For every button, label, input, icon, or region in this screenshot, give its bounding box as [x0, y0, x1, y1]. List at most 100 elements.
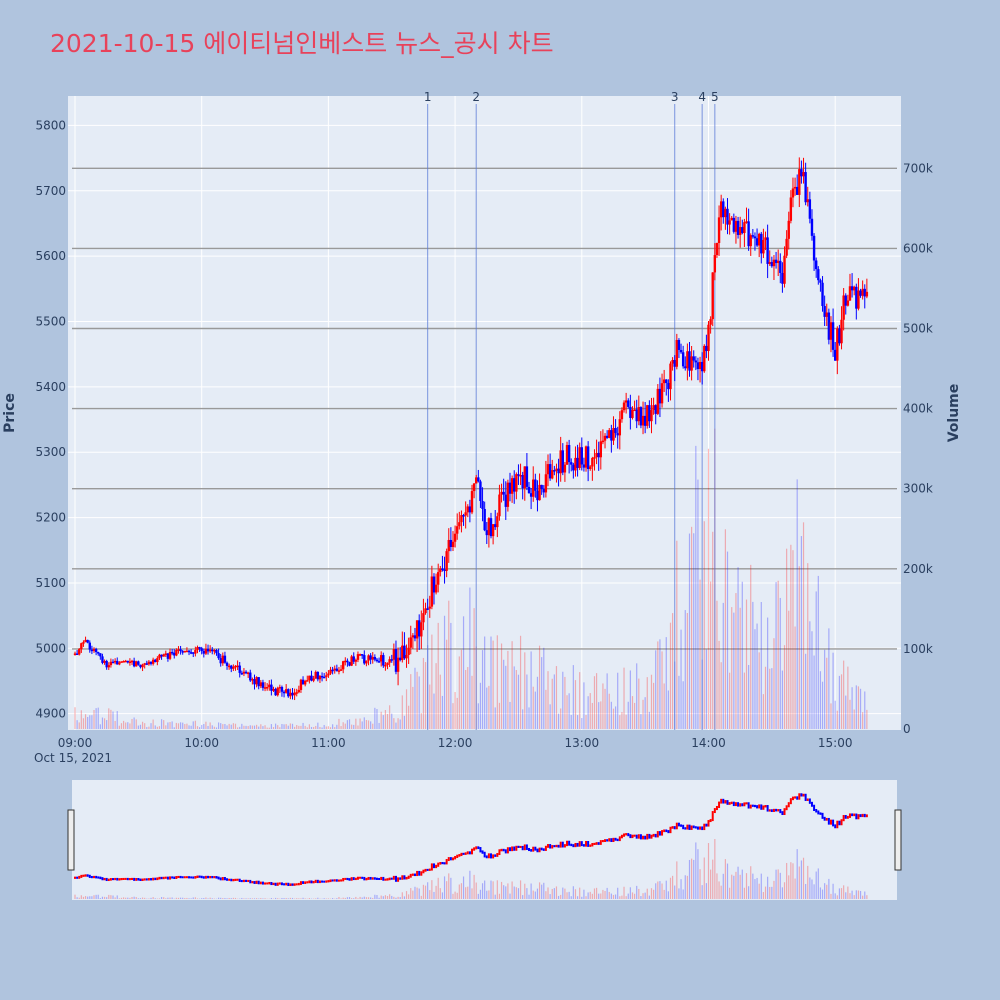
mini-volume-bar: [465, 887, 467, 899]
mini-candle: [120, 877, 123, 881]
volume-bar: [296, 724, 298, 729]
volume-bar: [291, 723, 294, 729]
candle-body: [605, 435, 609, 438]
mini-candle: [766, 805, 769, 812]
volume-bar: [733, 612, 735, 729]
candle-body: [371, 656, 374, 660]
mini-volume-bar: [158, 898, 161, 899]
mini-volume-bar: [517, 888, 520, 899]
mini-volume-bar: [557, 895, 560, 899]
mini-volume-bar: [101, 896, 104, 899]
y-tick-label: 5100: [35, 576, 66, 590]
mini-volume-bar: [245, 898, 247, 899]
mini-volume-bar: [484, 880, 486, 899]
mini-candle: [751, 804, 754, 807]
candle-body: [282, 691, 286, 694]
mini-volume-bar: [232, 897, 234, 899]
volume-bar: [490, 636, 492, 729]
mini-candle: [618, 836, 621, 842]
volume-bar: [203, 724, 205, 729]
candle-body: [99, 653, 102, 657]
volume-bar: [585, 714, 587, 729]
mini-candle: [688, 824, 691, 830]
volume-bar: [190, 725, 192, 729]
mini-volume-bar: [758, 883, 760, 899]
candle-body: [232, 666, 235, 669]
mini-volume-bar: [619, 896, 621, 899]
range-slider[interactable]: [72, 780, 897, 900]
volume-bar: [600, 701, 602, 729]
mini-candle: [563, 844, 566, 848]
candle-body: [88, 642, 91, 650]
volume-bar: [811, 631, 813, 729]
mini-volume-bar: [475, 882, 477, 899]
candle-body: [572, 464, 575, 471]
mini-volume-bar: [769, 886, 771, 899]
candle-body: [211, 649, 214, 652]
mini-volume-bar: [456, 892, 458, 899]
mini-candle: [616, 838, 619, 842]
volume-bar: [614, 706, 617, 729]
volume-bar: [127, 722, 129, 729]
candle-body: [86, 639, 89, 643]
range-slider-left-handle[interactable]: [67, 809, 75, 871]
candle-body: [694, 360, 698, 363]
candle-body: [352, 656, 355, 662]
mini-candle: [580, 841, 583, 847]
mini-candle: [198, 875, 201, 878]
volume-bar: [579, 672, 581, 729]
candle-body: [722, 201, 725, 218]
mini-volume-bar: [796, 849, 798, 899]
mini-candle: [264, 882, 267, 885]
mini-candle: [675, 822, 678, 830]
candle-body: [173, 652, 176, 656]
mini-volume-bar: [519, 880, 522, 899]
candle-body: [741, 227, 744, 234]
candle-body: [295, 692, 298, 694]
mini-candle: [796, 796, 799, 800]
volume-bar: [857, 686, 860, 729]
mini-candle: [481, 850, 484, 854]
mini-volume-bar: [492, 881, 494, 899]
candle-body: [369, 655, 372, 660]
candle-body: [711, 272, 714, 320]
mini-candle: [245, 879, 248, 883]
candle-body: [690, 356, 693, 371]
candle-body: [141, 664, 144, 668]
mini-candle: [215, 876, 218, 879]
volume-bar: [397, 718, 399, 729]
mini-volume-bar: [585, 896, 587, 899]
mini-volume-bar: [724, 859, 726, 899]
mini-volume-bar: [422, 884, 425, 899]
mini-volume-bar: [346, 897, 349, 899]
mini-volume-bar: [750, 866, 752, 899]
mini-volume-bar: [431, 880, 433, 899]
mini-volume-bar: [574, 889, 577, 899]
volume-bar: [477, 703, 479, 729]
mini-candle: [200, 875, 203, 879]
mini-candle: [610, 838, 613, 842]
mini-candle: [656, 831, 659, 838]
mini-candle: [836, 820, 839, 829]
candle-body: [337, 670, 341, 672]
volume-bar: [441, 695, 444, 729]
mini-candle: [492, 854, 495, 859]
mini-volume-bar: [106, 897, 108, 899]
mini-volume-bar: [420, 895, 422, 899]
mini-volume-bar: [386, 895, 389, 899]
volume-bar: [659, 639, 661, 729]
mini-candle: [813, 804, 816, 812]
mini-volume-bar: [287, 898, 289, 899]
y-tick-label: 5700: [35, 184, 66, 198]
volume-bar: [631, 696, 634, 729]
candle-body: [356, 654, 360, 660]
mini-candle: [335, 879, 338, 882]
mini-volume-bar: [332, 898, 334, 899]
mini-candle: [498, 849, 501, 856]
candle-body: [717, 217, 721, 243]
range-slider-right-handle[interactable]: [894, 809, 902, 871]
mini-volume-bar: [792, 863, 794, 899]
mini-volume-bar: [93, 895, 95, 899]
mini-candle: [599, 840, 602, 845]
mini-candle: [572, 844, 575, 848]
